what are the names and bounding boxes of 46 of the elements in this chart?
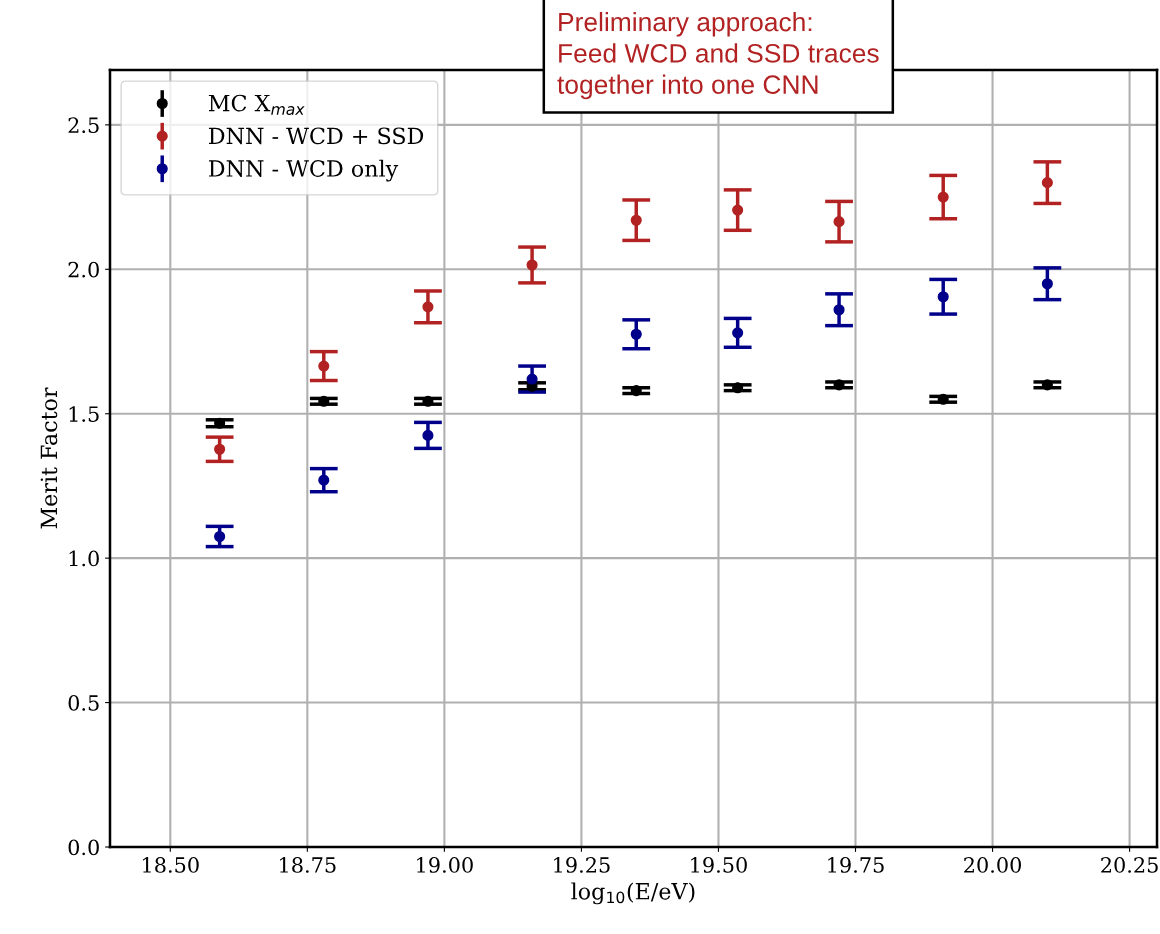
x-tick-label: 19.25: [554, 857, 610, 873]
x-tick-label: 20.00: [964, 857, 1021, 873]
point: [732, 327, 744, 339]
point: [833, 216, 845, 228]
x-tick-label: 19.75: [828, 857, 884, 873]
point: [1041, 278, 1053, 290]
x-tick-label: 18.50: [143, 857, 199, 873]
point: [833, 304, 845, 316]
y-tick-label: 2.5: [68, 117, 99, 134]
point: [630, 385, 642, 397]
point: [833, 379, 845, 391]
point: [937, 393, 949, 405]
point: [318, 474, 330, 486]
y-tick-label: 1.0: [69, 550, 99, 567]
legend-label: MC X$_{max}$: [208, 94, 305, 116]
y-tick-label: 0.5: [68, 695, 99, 711]
point: [422, 301, 434, 313]
y-tick-label: 0.0: [68, 839, 99, 856]
annotation: Preliminary approach: Feed WCD and SSD traces together into one CNN: [557, 12, 879, 100]
legend-label: DNN - WCD + SSD: [209, 127, 424, 145]
x-axis-title: log$_{10}$(E/eV): [571, 882, 695, 905]
x-tick-label: 19.00: [417, 857, 473, 873]
point: [422, 395, 434, 407]
point: [422, 429, 434, 441]
x-tick-label: 20.25: [1101, 857, 1158, 873]
point: [318, 395, 330, 407]
point: [526, 259, 538, 271]
point: [937, 291, 949, 303]
point: [630, 328, 642, 340]
point: [318, 360, 330, 372]
legend-label: DNN - WCD only: [209, 159, 399, 182]
point: [732, 382, 744, 394]
point: [630, 214, 642, 226]
y-tick-label: 2.0: [68, 261, 99, 278]
point: [1041, 177, 1053, 189]
point: [214, 443, 226, 455]
x-tick-label: 19.50: [691, 857, 747, 873]
point: [214, 417, 226, 429]
y-tick-label: 1.5: [69, 406, 99, 422]
point: [214, 530, 226, 543]
point: [526, 373, 538, 385]
point: [732, 204, 744, 216]
y-axis-title: Merit Factor: [40, 387, 58, 529]
point: [937, 191, 949, 203]
x-tick-label: 18.75: [280, 857, 336, 873]
point: [1041, 379, 1053, 391]
